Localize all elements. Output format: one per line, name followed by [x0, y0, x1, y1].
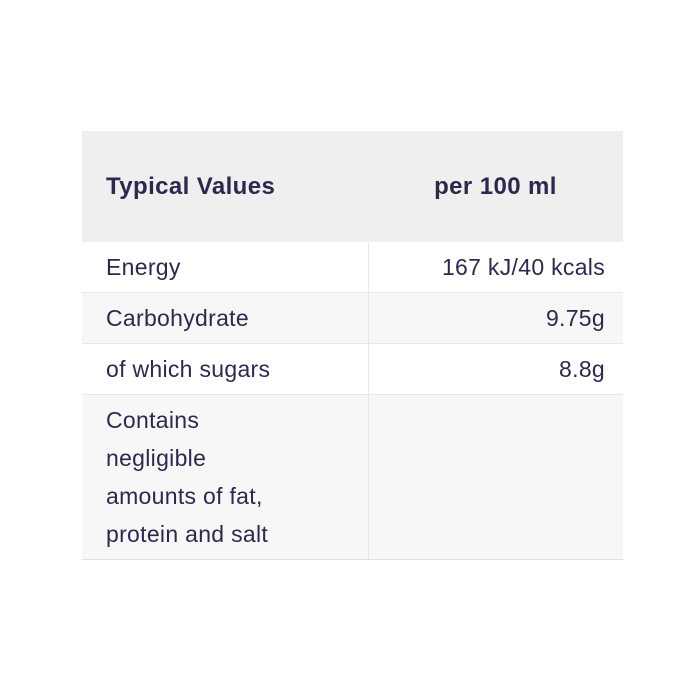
row-value: 167 kJ/40 kcals — [368, 242, 623, 292]
row-label: Energy — [106, 254, 181, 280]
table-header: Typical Values per 100 ml — [82, 131, 623, 242]
header-typical-values: Typical Values — [106, 172, 276, 200]
row-label: Carbohydrate — [106, 305, 249, 331]
table-row-carbohydrate: Carbohydrate 9.75g — [82, 292, 623, 343]
row-value: 8.8g — [368, 344, 623, 394]
note-line: protein and salt — [106, 521, 269, 547]
row-label: of which sugars — [106, 356, 271, 382]
row-value: 9.75g — [368, 293, 623, 343]
row-value — [368, 395, 623, 559]
row-label: Contains negligible amounts of fat, prot… — [82, 395, 368, 559]
table-row-sugars: of which sugars 8.8g — [82, 343, 623, 394]
note-line: Contains — [106, 407, 200, 433]
table-row-energy: Energy 167 kJ/40 kcals — [82, 242, 623, 292]
note-line: amounts of fat, — [106, 483, 263, 509]
table-body: Energy 167 kJ/40 kcals Carbohydrate 9.75… — [82, 242, 623, 560]
header-per-100ml: per 100 ml — [434, 172, 557, 200]
table-row-negligible-note: Contains negligible amounts of fat, prot… — [82, 394, 623, 559]
note-line: negligible — [106, 445, 207, 471]
nutrition-table: Typical Values per 100 ml Energy 167 kJ/… — [82, 131, 623, 560]
